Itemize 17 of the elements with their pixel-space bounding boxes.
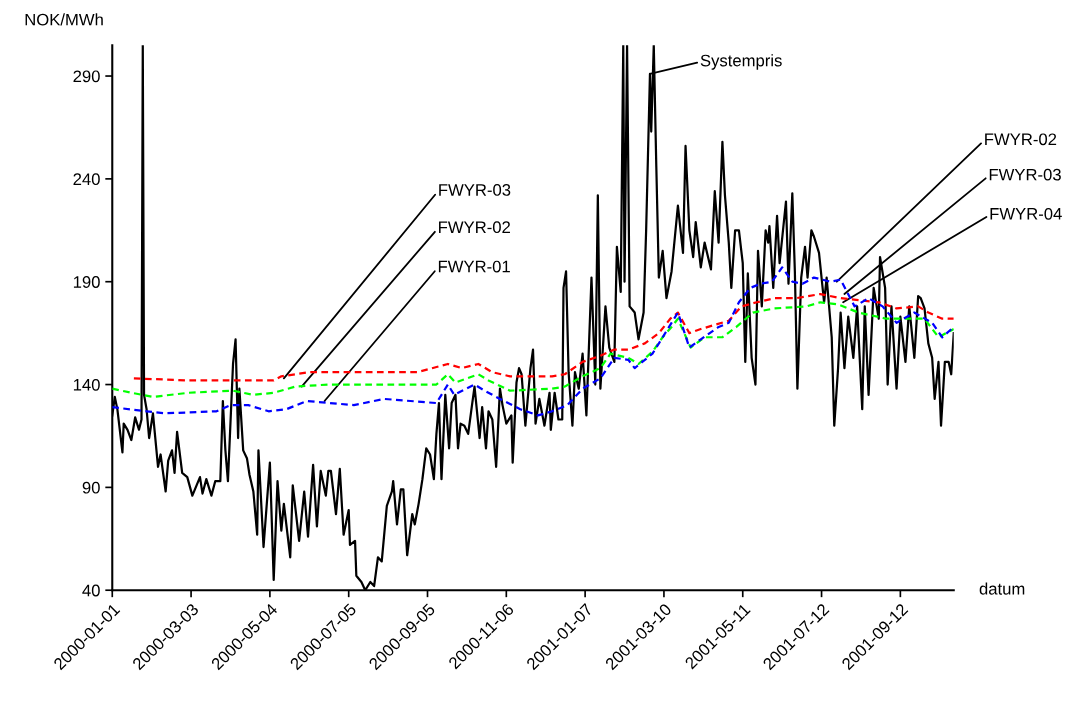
annotation: Systempris [700, 54, 782, 70]
y-tick-label: 190 [73, 276, 100, 288]
annotation: FWYR-03 [989, 168, 1061, 181]
y-axis-title: NOK/MWh [25, 13, 103, 26]
x-axis-title: datum [979, 582, 1025, 595]
line-series [112, 301, 954, 398]
line-series [132, 292, 954, 382]
annotation: FWYR-03 [439, 184, 511, 196]
annotation: FWYR-04 [990, 207, 1062, 220]
annotation: FWYR-02 [439, 221, 510, 234]
y-tick-label: 240 [73, 173, 100, 186]
annotation: FWYR-02 [985, 133, 1057, 146]
y-tick-label: 290 [73, 70, 100, 83]
y-tick-label: 40 [82, 584, 100, 597]
y-tick-label: 140 [73, 378, 100, 391]
annotation: FWYR-01 [438, 260, 510, 273]
y-tick-label: 90 [82, 481, 100, 494]
